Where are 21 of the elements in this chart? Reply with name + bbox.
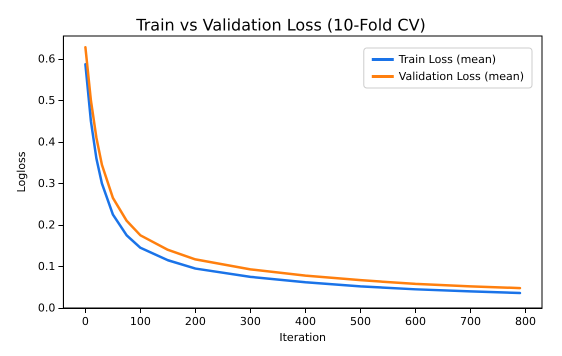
legend-label: Validation Loss (mean) xyxy=(398,70,524,83)
x-tick-label: 700 xyxy=(460,315,481,328)
x-tick-label: 500 xyxy=(350,315,371,328)
x-tick-label: 600 xyxy=(404,315,426,328)
y-tick-label: 0.0 xyxy=(38,302,56,314)
y-tick-label: 0.1 xyxy=(38,260,56,273)
chart-title: Train vs Validation Loss (10-Fold CV) xyxy=(135,16,426,34)
x-tick-label: 0 xyxy=(82,315,89,328)
x-axis-title: Iteration xyxy=(279,330,326,344)
y-axis-title: Logloss xyxy=(15,151,28,192)
y-tick-label: 0.3 xyxy=(38,176,56,190)
y-tick-label: 0.2 xyxy=(38,218,56,232)
y-tick-label: 0.6 xyxy=(38,52,56,66)
y-tick-label: 0.4 xyxy=(38,135,56,148)
x-tick-label: 400 xyxy=(294,315,316,328)
legend-label: Train Loss (mean) xyxy=(398,53,496,66)
x-tick-label: 200 xyxy=(184,315,206,328)
x-tick-label: 800 xyxy=(514,315,536,328)
x-tick-label: 300 xyxy=(240,315,261,328)
x-tick-label: 100 xyxy=(130,315,151,328)
y-tick-label: 0.5 xyxy=(38,94,56,107)
